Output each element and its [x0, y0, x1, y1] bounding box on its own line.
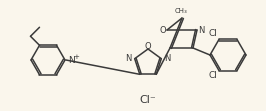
- Text: Cl: Cl: [208, 29, 217, 38]
- Text: Cl: Cl: [208, 71, 217, 80]
- Text: N: N: [164, 54, 171, 63]
- Text: O: O: [145, 42, 151, 51]
- Text: CH₃: CH₃: [174, 8, 187, 14]
- Text: O: O: [160, 26, 166, 35]
- Text: Cl⁻: Cl⁻: [140, 95, 156, 105]
- Text: N: N: [125, 54, 132, 63]
- Text: +: +: [73, 54, 79, 59]
- Text: N: N: [68, 56, 75, 64]
- Text: N: N: [198, 26, 204, 35]
